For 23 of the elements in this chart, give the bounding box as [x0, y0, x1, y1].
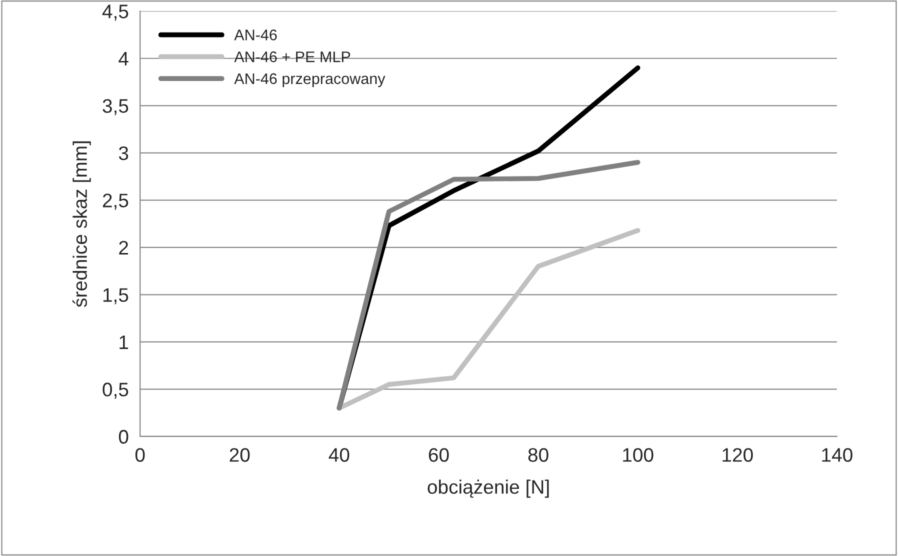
x-tick-label: 100 [623, 448, 654, 462]
y-axis-title: średnice skaz [mm] [72, 141, 91, 307]
x-tick-label: 80 [528, 448, 548, 462]
x-tick-label: 40 [328, 448, 350, 462]
x-tick-label: 0 [135, 448, 145, 462]
x-tick-label: 140 [822, 448, 852, 462]
legend-label: AN-46 [234, 30, 277, 40]
y-tick-label: 4,5 [102, 4, 128, 21]
y-tick-label: 4 [118, 52, 128, 66]
y-tick-label: 2,5 [102, 194, 128, 210]
legend-label: AN-46 + PE MLP [234, 51, 350, 62]
y-tick-label: 0 [118, 430, 128, 444]
x-tick-label: 120 [722, 448, 753, 462]
x-axis-title: obciążenie [N] [428, 480, 549, 498]
legend-label: AN-46 przepracowany [234, 73, 386, 88]
y-tick-label: 2 [119, 240, 128, 254]
x-tick-label: 20 [230, 448, 250, 462]
y-tick-label: 0,5 [102, 382, 128, 399]
y-tick-label: 3,5 [102, 99, 128, 116]
y-tick-label: 1 [120, 336, 128, 349]
y-tick-label: 1,5 [103, 288, 128, 304]
x-tick-label: 60 [428, 448, 449, 462]
y-tick-label: 3 [118, 146, 128, 160]
